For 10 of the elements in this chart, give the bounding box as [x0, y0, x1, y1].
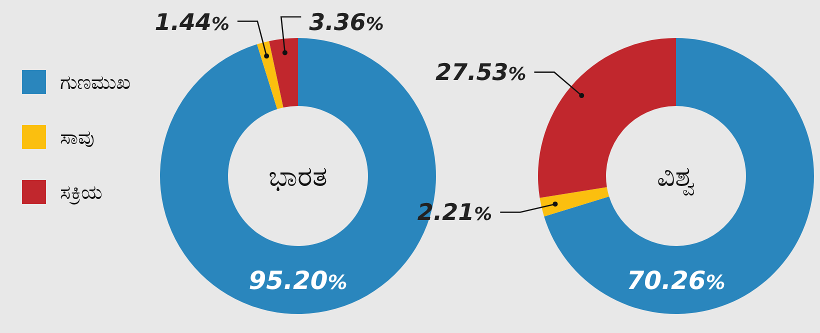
data-label: 1.44% — [154, 10, 230, 36]
legend-label: ಸಾವು — [60, 125, 94, 149]
data-label: 3.36% — [309, 10, 384, 36]
text: ವಿಶ್ವ — [657, 160, 695, 195]
data-label: 27.53% — [435, 60, 526, 86]
text: ಭಾರತ — [268, 160, 328, 193]
legend-label: ಗುಣಮುಖ — [60, 70, 131, 94]
data-label: 95.20% — [248, 266, 348, 295]
data-label: 70.26% — [626, 266, 726, 295]
legend-label: ಸಕ್ರಿಯ — [60, 180, 102, 205]
